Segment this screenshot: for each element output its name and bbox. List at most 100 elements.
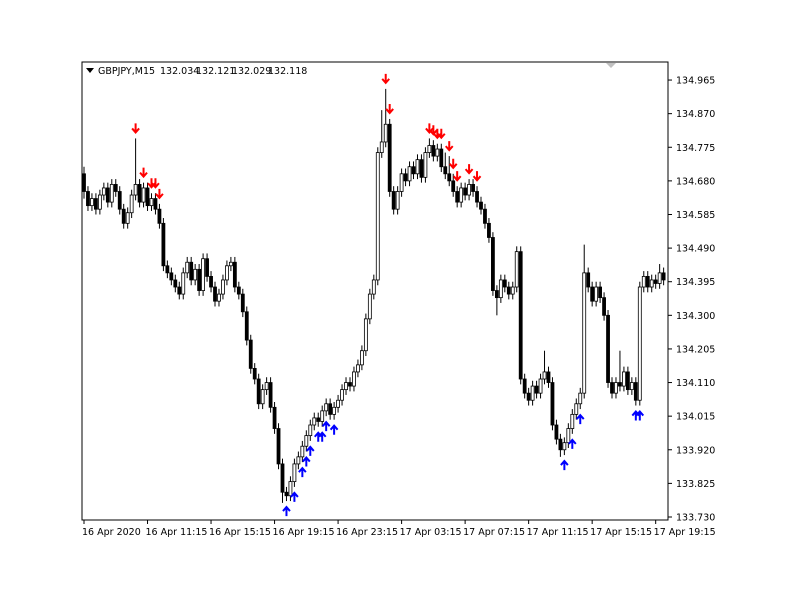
candle-body xyxy=(205,258,209,277)
x-tick-label: 17 Apr 11:15 xyxy=(527,527,589,538)
quote-low: 132.029 xyxy=(232,66,271,77)
candle-body xyxy=(256,378,261,405)
candle-body xyxy=(395,191,400,210)
candle-body xyxy=(494,290,499,299)
candle-body xyxy=(530,385,535,401)
buy-arrow xyxy=(568,438,577,449)
candle-body xyxy=(181,272,186,295)
candle-body xyxy=(637,286,642,401)
candle-body xyxy=(566,428,571,444)
candle-body xyxy=(340,389,344,401)
candle-body xyxy=(645,276,650,288)
candle-body xyxy=(538,378,543,394)
candle-body xyxy=(113,184,118,192)
candle-body xyxy=(574,403,579,415)
candle-body xyxy=(125,212,130,224)
candle-body xyxy=(105,187,110,203)
buy-arrow xyxy=(302,456,311,467)
y-tick-label: 133.920 xyxy=(676,445,715,456)
candle-body xyxy=(320,410,325,422)
symbol: GBPJPY,M15 xyxy=(98,66,155,77)
candle-body xyxy=(86,191,90,207)
candle-body xyxy=(296,456,301,465)
y-tick-label: 134.585 xyxy=(676,210,715,221)
candle-body xyxy=(641,276,646,288)
y-tick-label: 134.870 xyxy=(676,109,715,120)
sell-arrow xyxy=(437,128,446,140)
candle-body xyxy=(359,350,364,366)
menu-triangle[interactable] xyxy=(86,68,94,73)
candle-body xyxy=(383,123,388,143)
candle-body xyxy=(177,286,182,295)
candle-body xyxy=(252,367,257,380)
candle-body xyxy=(221,279,225,295)
x-tick-label: 16 Apr 15:15 xyxy=(209,527,271,538)
candle-body xyxy=(622,371,626,387)
candle-body xyxy=(522,378,527,394)
candle-body xyxy=(375,152,380,281)
candle-body xyxy=(550,382,555,426)
x-tick-label: 17 Apr 19:15 xyxy=(654,527,716,538)
candle-body xyxy=(197,268,202,291)
candle-body xyxy=(328,403,333,415)
buy-arrow xyxy=(282,505,291,517)
y-tick-label: 134.300 xyxy=(676,311,715,322)
candle-body xyxy=(514,251,519,288)
sell-arrow xyxy=(151,178,160,189)
candle-body xyxy=(268,382,273,408)
candle-body xyxy=(653,279,658,284)
candle-body xyxy=(336,399,340,408)
candle-body xyxy=(435,148,440,157)
candle-body xyxy=(371,279,376,295)
candle-body xyxy=(217,293,221,302)
candle-body xyxy=(225,265,229,281)
sell-arrow xyxy=(472,171,482,182)
candle-body xyxy=(387,123,392,192)
candle-body xyxy=(463,187,468,196)
candle-body xyxy=(498,279,503,299)
candle-body xyxy=(439,148,444,168)
candle-body xyxy=(578,392,583,405)
candle-body xyxy=(165,265,170,274)
candle-body xyxy=(193,268,198,281)
candle-body xyxy=(240,293,245,313)
candle-body xyxy=(344,382,348,391)
candle-body xyxy=(419,159,424,178)
candle-body xyxy=(121,208,126,224)
candle-body xyxy=(213,286,217,302)
candle-body xyxy=(399,173,404,192)
candle-body xyxy=(236,286,241,295)
candle-body xyxy=(614,382,618,394)
candle-body xyxy=(411,166,416,175)
buy-arrow xyxy=(560,459,569,471)
y-tick-label: 134.680 xyxy=(676,176,715,187)
candle-body xyxy=(137,184,142,203)
candle-body xyxy=(471,184,475,192)
candle-body xyxy=(149,198,154,207)
candle-body xyxy=(586,272,591,288)
candle-body xyxy=(475,191,479,203)
candle-body xyxy=(280,463,285,493)
candle-body xyxy=(101,187,106,196)
candle-body xyxy=(491,237,495,291)
candle-body xyxy=(288,481,293,497)
y-tick-label: 134.110 xyxy=(676,378,715,389)
candle-body xyxy=(467,184,471,196)
y-tick-label: 134.015 xyxy=(676,412,715,423)
candle-body xyxy=(129,194,134,214)
candle-body xyxy=(133,184,138,196)
candle-body xyxy=(244,311,249,341)
candle-body xyxy=(379,141,384,153)
candle-body xyxy=(276,428,281,465)
sell-arrow xyxy=(448,158,458,170)
candle-body xyxy=(610,382,614,394)
x-tick-label: 17 Apr 07:15 xyxy=(463,527,525,538)
candle-body xyxy=(248,339,253,369)
candle-body xyxy=(189,261,194,281)
sell-arrow xyxy=(139,167,148,179)
candle-body xyxy=(324,403,329,412)
candle-body xyxy=(423,152,428,178)
candle-body xyxy=(633,382,638,401)
candle-body xyxy=(618,382,622,387)
